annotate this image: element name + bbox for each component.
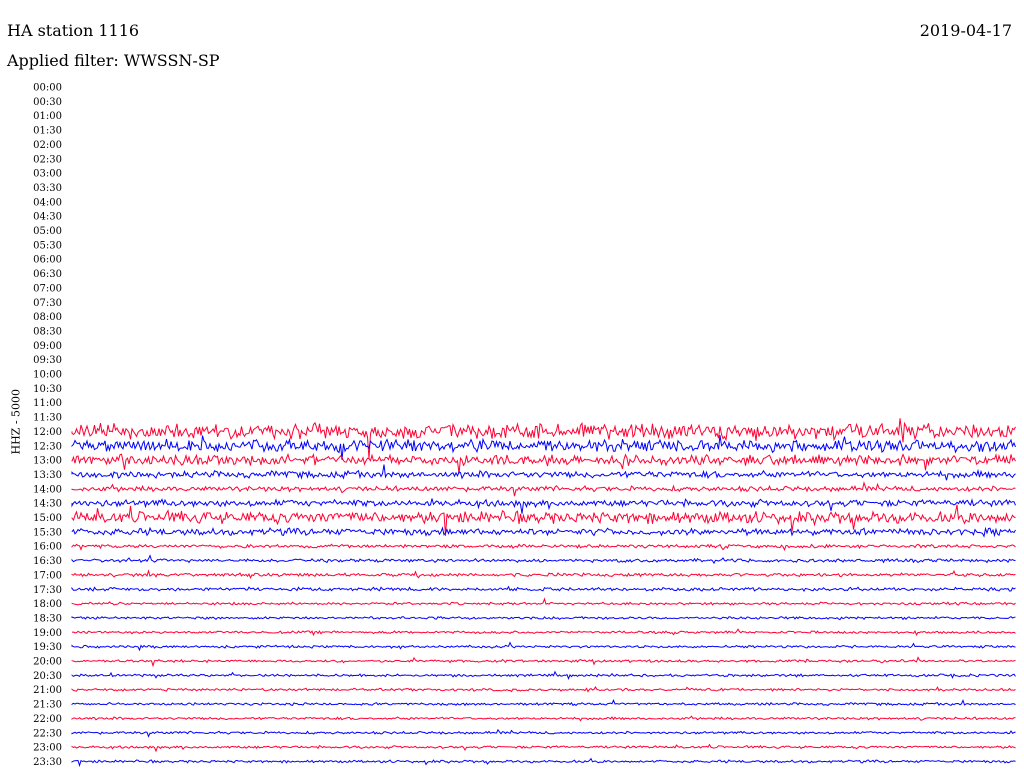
time-tick-label: 06:00 (33, 255, 62, 266)
time-tick-label: 04:00 (33, 197, 62, 208)
time-tick-label: 15:00 (33, 513, 62, 524)
time-tick-label: 19:00 (33, 628, 62, 639)
time-tick-label: 18:00 (33, 599, 62, 610)
trace-1430 (71, 498, 1016, 514)
time-tick-label: 10:00 (33, 370, 62, 381)
time-tick-label: 08:30 (33, 326, 62, 337)
time-tick-label: 11:30 (33, 413, 62, 424)
trace-2000 (71, 656, 1016, 668)
time-tick-label: 14:00 (33, 484, 62, 495)
time-tick-label: 02:00 (33, 140, 62, 151)
trace-2130 (71, 699, 1016, 707)
trace-2100 (71, 686, 1016, 693)
time-tick-label: 04:30 (33, 212, 62, 223)
time-tick-label: 00:30 (33, 97, 62, 108)
trace-1800 (71, 597, 1016, 606)
time-tick-label: 21:00 (33, 685, 62, 696)
time-tick-label: 09:00 (33, 341, 62, 352)
time-tick-label: 23:30 (33, 757, 62, 768)
trace-1330 (71, 464, 1016, 481)
time-tick-label: 21:30 (33, 700, 62, 711)
time-tick-label: 07:00 (33, 283, 62, 294)
trace-2230 (71, 728, 1016, 738)
time-tick-label: 22:00 (33, 714, 62, 725)
trace-1230 (71, 435, 1016, 460)
time-tick-label: 13:30 (33, 470, 62, 481)
applied-filter: Applied filter: WWSSN-SP (7, 51, 220, 70)
time-tick-label: 02:30 (33, 154, 62, 165)
time-tick-label: 18:30 (33, 613, 62, 624)
time-tick-label: 03:30 (33, 183, 62, 194)
time-tick-label: 23:00 (33, 743, 62, 754)
time-tick-label: 15:30 (33, 527, 62, 538)
trace-2200 (71, 715, 1016, 722)
time-tick-label: 06:30 (33, 269, 62, 280)
time-tick-label: 14:30 (33, 499, 62, 510)
time-tick-label: 01:00 (33, 111, 62, 122)
trace-1200 (71, 418, 1016, 459)
time-tick-label: 20:00 (33, 657, 62, 668)
trace-1930 (71, 641, 1016, 652)
trace-1630 (71, 554, 1016, 565)
station-title: HA station 1116 (7, 21, 140, 40)
time-tick-label: 16:00 (33, 542, 62, 553)
time-tick-label: 05:30 (33, 240, 62, 251)
time-tick-label: 17:00 (33, 570, 62, 581)
trace-2300 (71, 743, 1016, 753)
trace-1300 (71, 452, 1016, 474)
time-tick-label: 08:00 (33, 312, 62, 323)
trace-1730 (71, 585, 1016, 592)
time-tick-label: 07:30 (33, 298, 62, 309)
time-tick-label: 20:30 (33, 671, 62, 682)
trace-1600 (71, 543, 1016, 552)
trace-1530 (71, 526, 1016, 538)
trace-1900 (71, 628, 1016, 637)
trace-1700 (71, 569, 1016, 579)
time-tick-label: 17:30 (33, 585, 62, 596)
time-tick-label: 12:00 (33, 427, 62, 438)
time-tick-label: 16:30 (33, 556, 62, 567)
time-tick-label: 13:00 (33, 456, 62, 467)
time-tick-label: 03:00 (33, 169, 62, 180)
time-tick-label: 10:30 (33, 384, 62, 395)
time-tick-label: 09:30 (33, 355, 62, 366)
time-tick-label: 00:00 (33, 83, 62, 94)
time-tick-label: 19:30 (33, 642, 62, 653)
trace-1400 (71, 480, 1016, 497)
time-tick-label: 12:30 (33, 441, 62, 452)
time-tick-label: 05:00 (33, 226, 62, 237)
time-tick-label: 01:30 (33, 126, 62, 137)
trace-1500 (71, 504, 1016, 536)
trace-2030 (71, 670, 1016, 680)
record-date: 2019-04-17 (919, 21, 1012, 40)
time-tick-label: 11:00 (33, 398, 62, 409)
time-tick-label: 22:30 (33, 728, 62, 739)
trace-1830 (71, 615, 1016, 621)
trace-2330 (71, 757, 1016, 768)
